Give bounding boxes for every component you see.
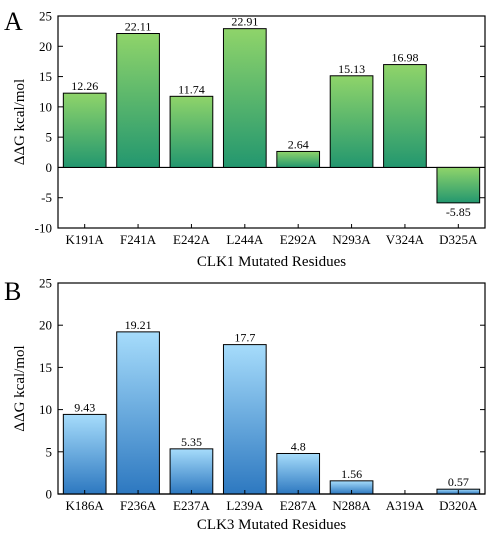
x-tick-label: A319A xyxy=(386,498,425,513)
chart-panel-a: A 12.26 22.11 11.74 22.91 2.64 15.13 16.98 -5.85… xyxy=(4,7,486,270)
y-tick-label: 0 xyxy=(46,160,53,175)
bar-value-label: 5.35 xyxy=(181,435,202,449)
panel-letter-a: A xyxy=(4,7,23,36)
y-axis-title: ΔΔG kcal/mol xyxy=(12,345,28,431)
x-tick-label: E237A xyxy=(173,498,210,513)
bar-d325a xyxy=(436,166,481,204)
bar-v324a xyxy=(383,64,427,168)
panel-letter-b: B xyxy=(4,277,21,306)
bar-value-label: 1.56 xyxy=(341,467,362,481)
bar-value-label: 22.11 xyxy=(125,20,152,34)
y-tick-label: 5 xyxy=(46,444,53,459)
x-tick-label: F241A xyxy=(120,232,157,247)
y-axis-title: ΔΔG kcal/mol xyxy=(12,79,28,165)
plot-frame xyxy=(57,15,486,229)
x-tick-label: V324A xyxy=(386,232,425,247)
bar-l244a xyxy=(222,28,267,168)
y-tick-label: 25 xyxy=(39,9,52,24)
y-tick-label: 5 xyxy=(46,130,53,145)
bar-value-label: 19.21 xyxy=(125,318,152,332)
y-tick-label: 25 xyxy=(39,276,52,291)
x-tick-label: E287A xyxy=(280,498,317,513)
y-tick-label: 15 xyxy=(39,360,52,375)
bar-e292a xyxy=(276,150,321,168)
x-tick-label: D325A xyxy=(439,232,478,247)
x-tick-label: L239A xyxy=(226,498,263,513)
x-tick-label: E242A xyxy=(173,232,210,247)
x-tick-label: L244A xyxy=(226,232,263,247)
y-tick-label: 10 xyxy=(39,99,52,114)
bar-value-label: 12.26 xyxy=(71,79,98,93)
bar-value-label: -5.85 xyxy=(446,205,471,219)
bar-l239a xyxy=(222,344,267,495)
bar-value-label: 9.43 xyxy=(74,400,95,414)
x-tick-label: N288A xyxy=(332,498,371,513)
chart-panel-b: B 9.43 19.21 5.35 17.7 4.8 1.56 0.57 0 5 10 15 20 25 K… xyxy=(4,276,486,533)
y-tick-label: 10 xyxy=(39,402,52,417)
x-tick-label: F236A xyxy=(120,498,157,513)
bar-value-label: 11.74 xyxy=(178,82,205,96)
bar-e287a xyxy=(276,452,321,495)
x-axis-title: CLK3 Mutated Residues xyxy=(197,517,346,533)
bar-e242a xyxy=(169,95,214,168)
y-tick-label: -5 xyxy=(41,190,52,205)
plot-frame xyxy=(57,282,486,495)
bar-f236a xyxy=(116,331,160,495)
bar-value-label: 22.91 xyxy=(231,15,258,29)
x-tick-label: K186A xyxy=(66,498,105,513)
y-tick-label: 20 xyxy=(39,318,52,333)
bar-value-label: 0.57 xyxy=(448,475,469,489)
bar-value-label: 4.8 xyxy=(291,439,306,453)
y-tick-label: 20 xyxy=(39,39,52,54)
bar-value-label: 17.7 xyxy=(234,331,255,345)
x-axis-title: CLK1 Mutated Residues xyxy=(197,254,346,270)
bar-value-label: 16.98 xyxy=(391,51,418,65)
y-tick-label: 0 xyxy=(46,487,53,502)
bar-value-label: 2.64 xyxy=(288,137,309,151)
y-tick-label: -10 xyxy=(35,221,52,236)
bar-f241a xyxy=(116,33,160,168)
bar-value-label: 15.13 xyxy=(338,62,365,76)
bar-e237a xyxy=(169,448,214,495)
bar-n293a xyxy=(329,75,374,168)
bar-k186a xyxy=(62,413,107,495)
x-tick-label: E292A xyxy=(280,232,317,247)
y-tick-label: 15 xyxy=(39,69,52,84)
x-tick-label: D320A xyxy=(439,498,478,513)
x-tick-label: K191A xyxy=(66,232,105,247)
bar-k191a xyxy=(62,92,107,168)
x-tick-label: N293A xyxy=(332,232,371,247)
